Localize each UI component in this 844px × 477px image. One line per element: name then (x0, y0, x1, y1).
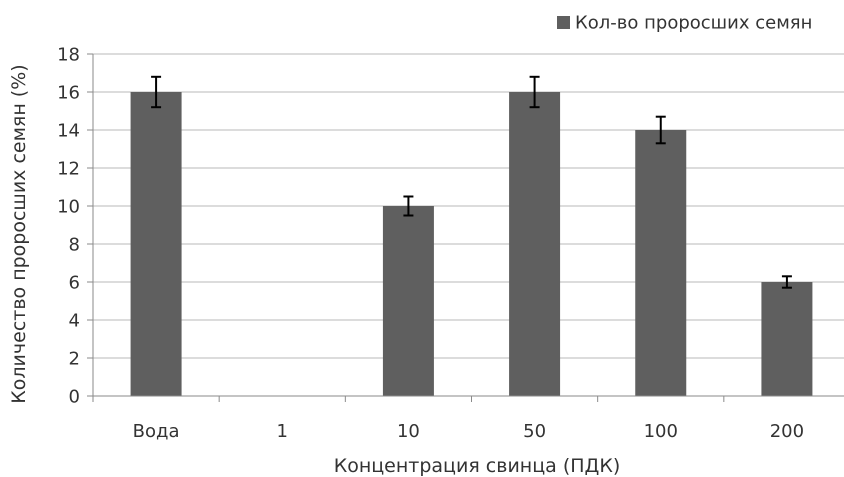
x-tick-label: 50 (523, 421, 546, 442)
x-tick-label: 10 (397, 421, 420, 442)
legend-label: Кол-во проросших семян (575, 13, 812, 34)
x-axis-title: Концентрация свинца (ПДК) (334, 455, 621, 477)
y-tick-label: 0 (69, 387, 80, 408)
bars (130, 92, 813, 396)
error-bars (151, 75, 792, 289)
bar (130, 92, 182, 396)
x-tick-label: 1 (277, 421, 288, 442)
error-bar (403, 195, 414, 217)
y-tick-label: 6 (69, 273, 80, 294)
bar (635, 130, 687, 396)
x-tick-label: 200 (770, 421, 804, 442)
y-axis-ticks: 0 2 4 6 8 10 12 14 16 18 (57, 45, 80, 408)
legend-swatch (557, 16, 570, 29)
y-axis-title: Количество проросших семян (%) (8, 64, 30, 403)
legend: Кол-во проросших семян (557, 13, 812, 34)
x-tick-label: Вода (133, 421, 180, 442)
x-tick-label: 100 (644, 421, 678, 442)
x-axis-ticks: Вода 1 10 50 100 200 (133, 421, 804, 442)
bar (761, 282, 813, 396)
bar (382, 206, 434, 396)
error-bar (655, 115, 666, 145)
y-tick-label: 14 (57, 121, 80, 142)
axes (87, 53, 844, 402)
y-tick-label: 2 (69, 349, 80, 370)
error-bar (781, 275, 792, 289)
y-tick-label: 4 (69, 311, 80, 332)
y-tick-label: 12 (57, 159, 80, 180)
y-tick-label: 8 (69, 235, 80, 256)
bar (509, 92, 561, 396)
y-tick-label: 16 (57, 83, 80, 104)
error-bar (151, 75, 162, 109)
y-tick-label: 18 (57, 45, 80, 66)
y-tick-label: 10 (57, 197, 80, 218)
error-bar (529, 75, 540, 109)
grid-lines (93, 53, 844, 359)
